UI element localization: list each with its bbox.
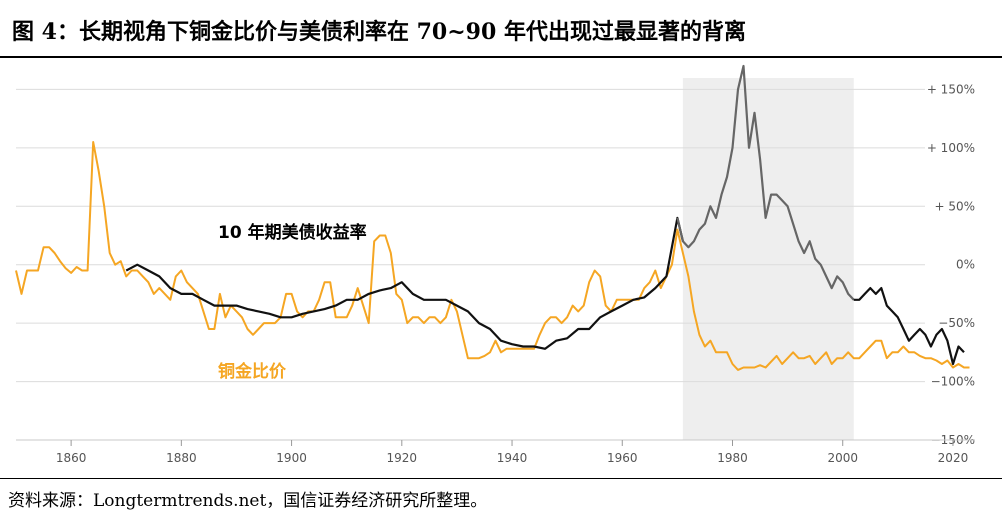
y-tick-label: + 150% — [927, 82, 975, 96]
y-tick-label: + 100% — [927, 141, 975, 155]
x-tick-label: 1900 — [276, 451, 307, 465]
x-tick-label: 1880 — [166, 451, 197, 465]
x-tick-label: 1860 — [56, 451, 87, 465]
x-tick-label: 1940 — [497, 451, 528, 465]
x-tick-label: 1980 — [717, 451, 748, 465]
x-tick-label: 2000 — [827, 451, 858, 465]
series-line-yield-recent — [853, 287, 965, 366]
title-rule — [0, 56, 1002, 58]
x-tick-label: 2020 — [938, 451, 969, 465]
x-tick-label: 1960 — [607, 451, 638, 465]
series-line-yield — [125, 216, 684, 350]
figure-source: 资料来源：Longtermtrends.net，国信证券经济研究所整理。 — [8, 491, 488, 511]
source-rule — [0, 478, 1002, 479]
chart: + 150%+ 100%+ 50%0%−50%−100%−150%1860188… — [15, 64, 975, 465]
shaded-period — [682, 78, 854, 440]
y-tick-label: + 50% — [934, 199, 975, 213]
annotation-copper-gold-label: 铜金比价 — [218, 361, 287, 382]
annotation-yield-label: 10 年期美债收益率 — [218, 222, 367, 243]
figure-title: 图 4：长期视角下铜金比价与美债利率在 70~90 年代出现过最显著的背离 — [12, 19, 746, 45]
series-line-copper-gold — [15, 141, 970, 371]
x-tick-label: 1920 — [387, 451, 418, 465]
y-tick-label: 0% — [956, 258, 975, 272]
y-tick-label: −100% — [931, 375, 975, 389]
y-tick-label: −50% — [938, 316, 975, 330]
series-line-yield-shaded — [676, 64, 855, 301]
